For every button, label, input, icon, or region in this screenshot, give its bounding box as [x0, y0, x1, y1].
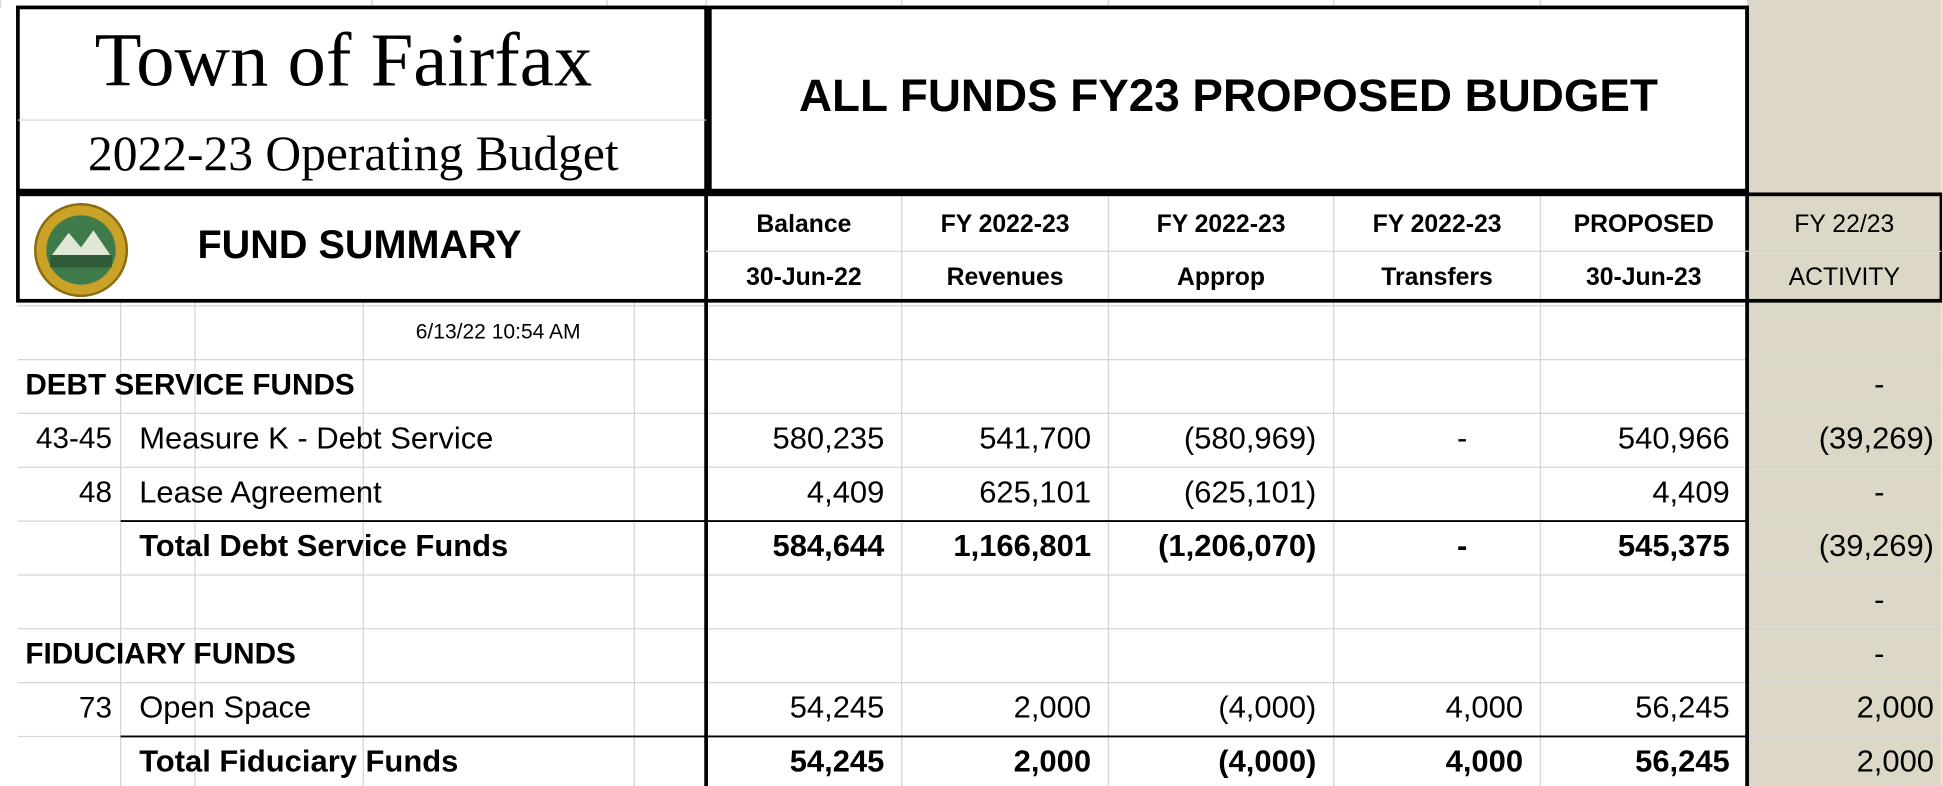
cell-value: (580,969)	[1184, 421, 1316, 456]
cell-value: (39,269)	[1819, 528, 1934, 563]
fund-name: Open Space	[139, 690, 311, 725]
seal	[33, 202, 129, 298]
cell-value: 4,409	[807, 474, 884, 509]
cell-value: (625,101)	[1184, 474, 1316, 509]
fund-code: 73	[79, 691, 112, 724]
column-header: ACTIVITY	[1789, 264, 1900, 291]
summary-label: FUND SUMMARY	[197, 223, 521, 267]
cell-value: 625,101	[979, 474, 1091, 509]
column-header: Revenues	[947, 264, 1064, 291]
title: Town of Fairfax	[95, 18, 593, 103]
cell-value: -	[1874, 582, 1884, 617]
column-header: FY 2022-23	[1157, 211, 1286, 238]
main-title: ALL FUNDS FY23 PROPOSED BUDGET	[799, 70, 1658, 121]
cell-value: 2,000	[1014, 690, 1091, 725]
cell-value: -	[1874, 367, 1884, 402]
fund-name: Lease Agreement	[139, 474, 382, 509]
cell-value: 56,245	[1635, 690, 1730, 725]
column-header: PROPOSED	[1574, 211, 1714, 238]
section-title: FIDUCIARY FUNDS	[25, 638, 296, 671]
cell-value: 54,245	[790, 690, 885, 725]
fund-name: Total Fiduciary Funds	[139, 744, 458, 779]
header-box	[16, 192, 1942, 303]
fund-code: 48	[79, 476, 112, 509]
cell-value: -	[1457, 528, 1467, 563]
column-header: FY 2022-23	[1373, 211, 1502, 238]
cell-value: 540,966	[1618, 421, 1730, 456]
cell-value: (39,269)	[1819, 421, 1934, 456]
cell-value: 2,000	[1014, 744, 1091, 779]
fund-name: Total Debt Service Funds	[139, 528, 508, 563]
activity-column-bg	[1747, 0, 1942, 786]
cell-value: (1,206,070)	[1158, 528, 1316, 563]
column-header: FY 22/23	[1794, 211, 1894, 238]
column-header: Transfers	[1381, 264, 1492, 291]
cell-value: 4,000	[1446, 690, 1523, 725]
cell-value: -	[1457, 421, 1467, 456]
cell-value: (4,000)	[1218, 744, 1316, 779]
subtitle: 2022-23 Operating Budget	[88, 126, 619, 181]
fund-name: Measure K - Debt Service	[139, 421, 493, 456]
cell-value: -	[1874, 636, 1884, 671]
column-header: 30-Jun-22	[746, 264, 862, 291]
cell-value: (4,000)	[1218, 690, 1316, 725]
column-header: FY 2022-23	[941, 211, 1070, 238]
cell-value: 584,644	[773, 528, 886, 563]
fund-code: 43-45	[36, 422, 112, 455]
column-header: Balance	[756, 211, 851, 238]
cell-value: 1,166,801	[953, 528, 1091, 563]
cell-value: 541,700	[979, 421, 1091, 456]
cell-value: 2,000	[1857, 744, 1934, 779]
cell-value: 545,375	[1618, 528, 1730, 563]
column-header: Approp	[1177, 264, 1265, 291]
title-box	[16, 5, 708, 193]
cell-value: 2,000	[1857, 690, 1934, 725]
cell-value: 56,245	[1635, 744, 1730, 779]
cell-value: 4,409	[1652, 474, 1729, 509]
column-header: 30-Jun-23	[1586, 264, 1702, 291]
cell-value: 54,245	[790, 744, 885, 779]
cell-value: -	[1874, 474, 1884, 509]
cell-value: 4,000	[1446, 744, 1523, 779]
timestamp: 6/13/22 10:54 AM	[416, 321, 581, 344]
cell-value: 580,235	[773, 421, 885, 456]
section-title: DEBT SERVICE FUNDS	[25, 368, 354, 401]
